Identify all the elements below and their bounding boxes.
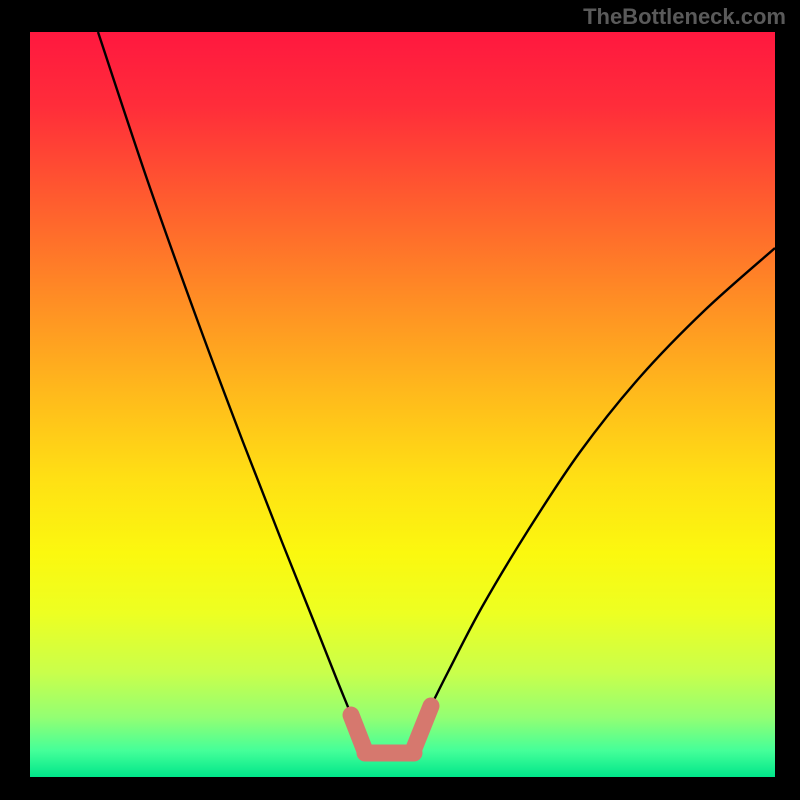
trough-overlay <box>351 706 431 753</box>
plot-area <box>30 32 775 777</box>
curve-left <box>98 32 358 734</box>
trough-segment <box>413 706 431 751</box>
watermark-text: TheBottleneck.com <box>583 4 786 30</box>
curve-right <box>417 248 775 734</box>
bottleneck-curve-svg <box>30 32 775 777</box>
